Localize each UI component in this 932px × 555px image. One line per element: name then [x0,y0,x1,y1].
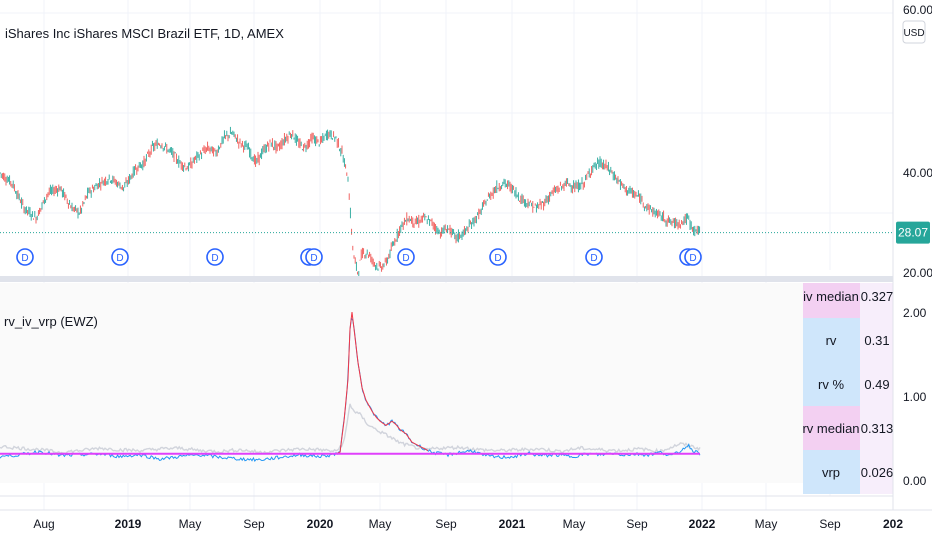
indicator-chart[interactable] [0,311,701,462]
time-tick-label: May [755,517,778,531]
dividend-circle [206,248,224,266]
stats-label: rv median [802,421,859,436]
price-tick-top: 60.00 [903,3,932,17]
indicator-background [0,283,893,483]
indicator-tick-label: 0.00 [903,474,927,488]
dividend-letter: D [310,253,317,264]
last-price-value: 28.07 [898,226,928,240]
rv-spike-line [335,311,429,454]
dividend-letter: D [116,253,123,264]
time-tick-label: May [369,517,392,531]
stats-label-cell [803,318,860,362]
currency-label: USD [903,28,924,39]
dividend-circle [585,248,603,266]
time-tick-label: 202 [883,517,903,531]
dividend-circle [684,248,702,266]
time-tick-label: Sep [819,517,841,531]
stats-value: 0.313 [861,421,894,436]
price-axis[interactable] [893,0,932,510]
stats-row: rv 0.31 [803,318,893,362]
price-ticks: 40.00 20.00 [903,166,932,280]
stats-row: rv median 0.313 [802,406,893,450]
stats-value: 0.31 [864,333,889,348]
dividend-letter: D [494,253,501,264]
time-tick-label: 2020 [307,517,334,531]
currency-button[interactable]: USD [902,20,926,44]
dividend-marker[interactable]: DD [679,248,702,266]
dividend-marker[interactable]: DD [300,248,323,266]
table-clip-sep [800,276,893,282]
dividend-circle [111,248,129,266]
iv-line [0,403,701,455]
stats-value-cell [860,362,893,406]
dividend-circle [489,248,507,266]
indicator-title: rv_iv_vrp (EWZ) [4,314,98,329]
time-tick-label: 2022 [689,517,716,531]
indicator-ticks: 2.00 1.00 0.00 [903,306,927,488]
stats-label: rv [826,333,837,348]
stats-label-cell [803,362,860,406]
stats-value-cell [860,406,893,450]
time-tick-label: May [179,517,202,531]
time-tick-label: Sep [243,517,265,531]
stats-value: 0.49 [864,377,889,392]
time-tick-label: 2019 [115,517,142,531]
dividend-letter: D [211,253,218,264]
stats-row: rv % 0.49 [803,362,893,406]
time-tick-label: May [563,517,586,531]
dividend-letter: D [402,253,409,264]
stats-value: 0.026 [861,465,894,480]
time-tick-label: Sep [435,517,457,531]
stats-value: 0.327 [861,289,894,304]
stats-value-cell [860,450,893,494]
dividend-marker[interactable]: D [585,248,603,266]
dividend-letter: D [689,253,696,264]
time-axis[interactable]: Aug 2019 May Sep 2020 May Sep 2021 May Sep 2022 May… [33,517,903,531]
stats-value-cell [860,318,893,362]
dividend-circle [397,248,415,266]
dividend-marker[interactable]: D [397,248,415,266]
time-tick-label: Aug [33,517,54,531]
stats-label-cell [803,406,860,450]
dividend-circle [16,248,34,266]
price-tick-label: 20.00 [903,266,932,280]
currency-button-frame[interactable] [902,20,926,44]
last-price-badge: 28.07 [896,221,930,244]
price-chart[interactable] [0,126,701,277]
dividend-marker[interactable]: D [206,248,224,266]
stats-table: iv median 0.327 rv 0.31 rv % 0.49 rv median 0.3… [0,270,893,510]
dividend-marker[interactable]: D [16,248,34,266]
stats-row: vrp 0.026 [803,450,893,494]
dividend-markers[interactable]: DDDDDDDDDD [16,248,702,266]
dividend-circle [305,248,323,266]
dividend-letter: D [590,253,597,264]
stats-label: iv median [803,289,859,304]
time-tick-label: 2021 [499,517,526,531]
stats-label: vrp [822,465,840,480]
indicator-tick-label: 1.00 [903,390,927,404]
last-price-badge-bg [896,221,930,244]
time-tick-label: Sep [626,517,648,531]
dividend-marker[interactable]: D [489,248,507,266]
stats-label: rv % [818,377,844,392]
stats-label-cell [803,450,860,494]
symbol-title: iShares Inc iShares MSCI Brazil ETF, 1D,… [5,26,284,41]
pane-separator[interactable] [0,276,932,282]
price-tick-label: 40.00 [903,166,932,180]
indicator-tick-label: 2.00 [903,306,927,320]
table-clip-bottom [800,496,893,510]
dividend-letter: D [21,253,28,264]
dividend-marker[interactable]: D [111,248,129,266]
